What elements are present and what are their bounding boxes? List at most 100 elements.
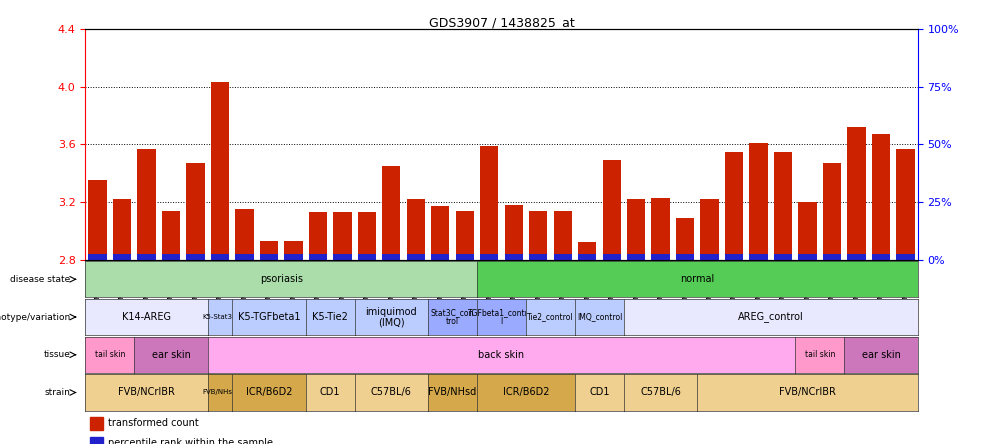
Bar: [724, 254, 742, 260]
Bar: [235, 209, 254, 260]
Bar: [186, 254, 204, 260]
Bar: [896, 254, 914, 260]
Bar: [90, 417, 103, 430]
Text: K5-Tie2: K5-Tie2: [312, 312, 348, 322]
Text: psoriasis: psoriasis: [260, 274, 303, 284]
Text: strain: strain: [45, 388, 70, 397]
Text: FVB/NHsd: FVB/NHsd: [202, 389, 236, 396]
Bar: [112, 199, 131, 260]
Bar: [626, 199, 644, 260]
Bar: [480, 254, 498, 260]
Bar: [88, 180, 106, 260]
Text: back skin: back skin: [478, 350, 524, 360]
Bar: [309, 212, 327, 260]
Text: Stat3C_con
trol: Stat3C_con trol: [431, 308, 474, 326]
Bar: [210, 254, 228, 260]
Bar: [406, 254, 425, 260]
Bar: [896, 149, 914, 260]
Text: transformed count: transformed count: [108, 418, 198, 428]
Bar: [309, 254, 327, 260]
Bar: [871, 254, 890, 260]
Bar: [528, 254, 547, 260]
Bar: [455, 210, 474, 260]
Bar: [358, 254, 376, 260]
Bar: [358, 212, 376, 260]
Text: ICR/B6D2: ICR/B6D2: [502, 388, 549, 397]
Text: normal: normal: [679, 274, 713, 284]
Text: IMQ_control: IMQ_control: [576, 313, 621, 321]
Text: ear skin: ear skin: [861, 350, 900, 360]
Bar: [626, 254, 644, 260]
Bar: [748, 254, 767, 260]
Bar: [724, 151, 742, 260]
Bar: [699, 199, 718, 260]
Text: K14-AREG: K14-AREG: [122, 312, 170, 322]
Bar: [675, 218, 693, 260]
Bar: [748, 143, 767, 260]
Text: FVB/NHsd: FVB/NHsd: [428, 388, 476, 397]
Text: K5-TGFbeta1: K5-TGFbeta1: [237, 312, 300, 322]
Bar: [406, 199, 425, 260]
Bar: [137, 254, 155, 260]
Text: C57BL/6: C57BL/6: [639, 388, 680, 397]
Text: AREG_control: AREG_control: [737, 312, 803, 322]
Text: TGFbeta1_control
l: TGFbeta1_control l: [467, 308, 535, 326]
Bar: [602, 160, 620, 260]
Bar: [651, 254, 669, 260]
Text: imiquimod
(IMQ): imiquimod (IMQ): [365, 307, 417, 327]
Bar: [651, 198, 669, 260]
Bar: [333, 212, 351, 260]
Bar: [847, 254, 865, 260]
Bar: [577, 242, 596, 260]
Bar: [431, 206, 449, 260]
Bar: [284, 241, 303, 260]
Bar: [88, 254, 106, 260]
Bar: [137, 149, 155, 260]
Bar: [553, 254, 571, 260]
Text: GDS3907 / 1438825_at: GDS3907 / 1438825_at: [428, 16, 574, 28]
Bar: [455, 254, 474, 260]
Bar: [822, 254, 841, 260]
Bar: [528, 210, 547, 260]
Bar: [210, 82, 228, 260]
Text: FVB/NCrIBR: FVB/NCrIBR: [118, 388, 174, 397]
Text: tissue: tissue: [44, 350, 70, 359]
Text: CD1: CD1: [588, 388, 609, 397]
Bar: [699, 254, 718, 260]
Bar: [798, 254, 816, 260]
Text: tail skin: tail skin: [804, 350, 834, 359]
Text: tail skin: tail skin: [94, 350, 125, 359]
Text: C57BL/6: C57BL/6: [371, 388, 412, 397]
Bar: [431, 254, 449, 260]
Bar: [260, 254, 278, 260]
Bar: [382, 254, 400, 260]
Text: K5-Stat3C: K5-Stat3C: [202, 314, 237, 320]
Bar: [260, 241, 278, 260]
Bar: [382, 166, 400, 260]
Bar: [602, 254, 620, 260]
Bar: [480, 146, 498, 260]
Bar: [774, 254, 792, 260]
Text: percentile rank within the sample: percentile rank within the sample: [108, 438, 273, 444]
Bar: [577, 254, 596, 260]
Bar: [161, 210, 180, 260]
Bar: [774, 151, 792, 260]
Bar: [798, 202, 816, 260]
Bar: [161, 254, 180, 260]
Bar: [553, 210, 571, 260]
Text: CD1: CD1: [320, 388, 340, 397]
Bar: [186, 163, 204, 260]
Text: ear skin: ear skin: [151, 350, 190, 360]
Bar: [284, 254, 303, 260]
Text: genotype/variation: genotype/variation: [0, 313, 70, 321]
Text: FVB/NCrIBR: FVB/NCrIBR: [779, 388, 835, 397]
Bar: [822, 163, 841, 260]
Bar: [504, 205, 522, 260]
Bar: [333, 254, 351, 260]
Bar: [847, 127, 865, 260]
Text: ICR/B6D2: ICR/B6D2: [245, 388, 292, 397]
Bar: [235, 254, 254, 260]
Bar: [504, 254, 522, 260]
Text: Tie2_control: Tie2_control: [527, 313, 573, 321]
Bar: [871, 134, 890, 260]
